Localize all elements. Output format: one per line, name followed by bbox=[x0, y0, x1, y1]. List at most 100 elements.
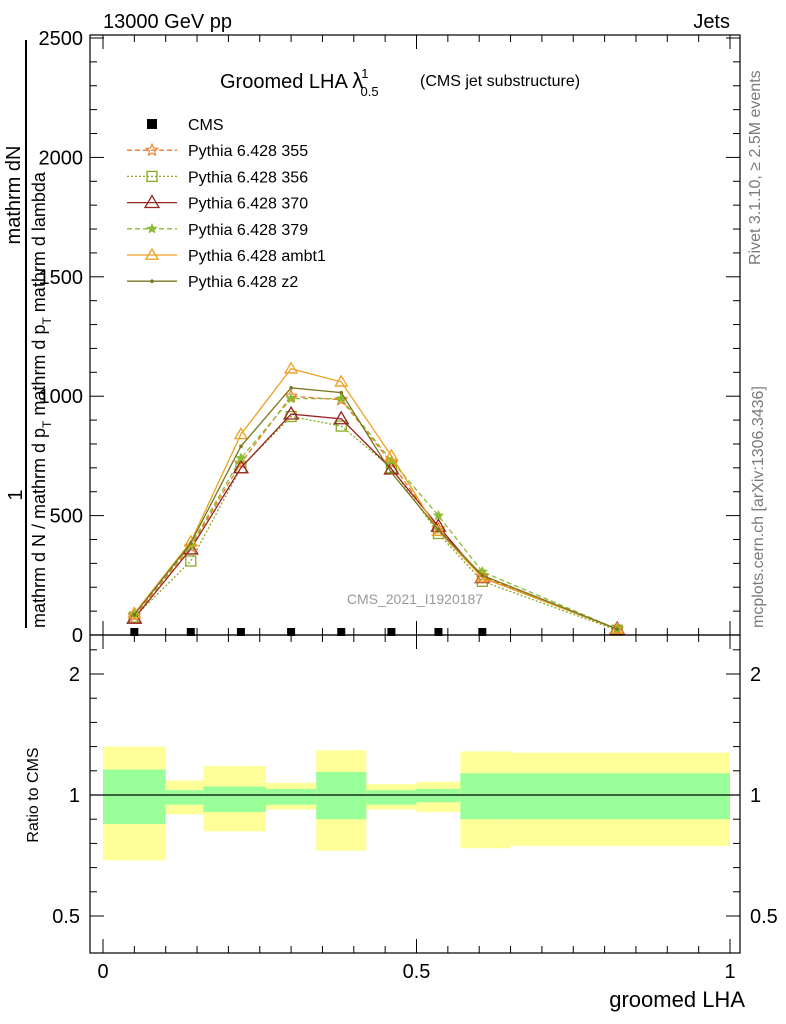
dot-marker bbox=[389, 470, 394, 475]
data-point-z2 bbox=[339, 390, 344, 395]
plot-title: Groomed LHA λ1 0.5 bbox=[220, 66, 379, 99]
data-point-z2 bbox=[389, 470, 394, 475]
dot-marker bbox=[188, 541, 193, 545]
header-jets-label: Jets bbox=[693, 11, 730, 33]
ratio-inner-band bbox=[460, 773, 511, 820]
data-point-ambt1 bbox=[283, 361, 299, 374]
legend-label: Pythia 6.428 355 bbox=[188, 143, 308, 160]
main-ytick-label: 0 bbox=[72, 625, 83, 647]
data-point-data bbox=[337, 628, 346, 636]
star-marker bbox=[235, 452, 247, 464]
legend-item-data: CMS bbox=[147, 117, 224, 134]
legend-item-p355: Pythia 6.428 355 bbox=[127, 142, 308, 160]
series-line-ambt1 bbox=[133, 367, 618, 630]
ratio-ytick-label-right: 1 bbox=[750, 785, 761, 807]
main-ytick-label: 1500 bbox=[39, 267, 84, 289]
dot-marker bbox=[150, 279, 154, 284]
ratio-inner-band bbox=[203, 786, 267, 812]
cms-marker bbox=[236, 628, 245, 636]
main-ytick-label: 2500 bbox=[39, 28, 84, 50]
triangle-marker bbox=[334, 374, 349, 387]
ylabel-denominator: mathrm d N / mathrm d pT mathrm d pT mat… bbox=[29, 171, 54, 628]
legend-label: CMS bbox=[188, 117, 224, 134]
ratio-inner-band bbox=[266, 788, 317, 805]
legend-marker bbox=[146, 222, 158, 234]
watermark: CMS_2021_I1920187 bbox=[347, 591, 483, 607]
ylabel-numerator: mathrm dN bbox=[3, 146, 25, 245]
data-point-z2 bbox=[436, 528, 441, 532]
data-point-p355 bbox=[475, 569, 490, 583]
xtick-label: 0.5 bbox=[403, 961, 431, 983]
square-marker bbox=[335, 420, 347, 432]
legend-marker bbox=[146, 170, 158, 183]
series-data bbox=[130, 628, 487, 636]
legend-label: Pythia 6.428 z2 bbox=[188, 274, 298, 291]
legend-marker bbox=[150, 279, 154, 284]
legend-label: Pythia 6.428 356 bbox=[188, 169, 308, 186]
star-marker bbox=[144, 142, 160, 157]
triangle-marker bbox=[282, 405, 300, 420]
legend-item-z2: Pythia 6.428 z2 bbox=[127, 274, 298, 291]
data-point-p379 bbox=[432, 509, 445, 521]
cms-marker bbox=[186, 628, 195, 636]
plot-title-sup: 1 bbox=[361, 66, 368, 81]
mcplots-label: mcplots.cern.ch [arXiv:1306.3436] bbox=[750, 386, 767, 628]
triangle-marker bbox=[233, 427, 249, 440]
ratio-ytick-label-right: 2 bbox=[750, 664, 761, 686]
star-marker bbox=[475, 569, 490, 583]
star-marker bbox=[185, 539, 197, 551]
legend-marker bbox=[143, 194, 161, 209]
plot-title-note: (CMS jet substructure) bbox=[420, 73, 580, 90]
ratio-ticks bbox=[90, 635, 740, 953]
dot-marker bbox=[289, 386, 293, 390]
series-line-p379 bbox=[133, 397, 618, 630]
main-series bbox=[126, 361, 626, 636]
series-z2 bbox=[132, 386, 619, 631]
data-point-data bbox=[287, 628, 296, 636]
data-point-data bbox=[387, 628, 396, 636]
ylabel-numerator-one: 1 bbox=[5, 489, 27, 500]
legend-marker bbox=[147, 119, 157, 129]
main-ylabel: 1 mathrm dN mathrm d N / mathrm d pT mat… bbox=[3, 40, 54, 628]
data-point-ambt1 bbox=[127, 606, 142, 619]
series-ambt1 bbox=[127, 361, 625, 634]
legend-marker bbox=[144, 142, 160, 157]
series-line-p356 bbox=[133, 415, 618, 631]
dot-marker bbox=[480, 573, 485, 578]
main-ytick-label: 1000 bbox=[39, 386, 84, 408]
legend-item-p379: Pythia 6.428 379 bbox=[127, 222, 308, 239]
cms-marker bbox=[434, 628, 443, 636]
triangle-marker bbox=[143, 194, 161, 209]
legend-item-p370: Pythia 6.428 370 bbox=[127, 194, 308, 213]
star-marker bbox=[432, 509, 445, 521]
legend: CMS Pythia 6.428 355 Pythia 6.428 356 Pythi… bbox=[127, 117, 326, 291]
cms-marker bbox=[130, 628, 139, 636]
ratio-ytick-label: 1 bbox=[69, 785, 80, 807]
xtick-labels: 0 0.5 1 bbox=[97, 961, 735, 983]
ratio-inner-band bbox=[366, 790, 417, 805]
ratio-inner-band bbox=[316, 772, 367, 820]
triangle-marker bbox=[183, 534, 198, 547]
header-energy-label: 13000 GeV pp bbox=[103, 11, 232, 33]
triangle-marker bbox=[144, 247, 160, 260]
data-point-ambt1 bbox=[334, 374, 349, 387]
xtick-label: 0 bbox=[97, 961, 108, 983]
main-ytick-label: 2000 bbox=[39, 147, 84, 169]
cms-marker bbox=[387, 628, 396, 636]
data-point-p370 bbox=[232, 459, 250, 474]
ratio-ytick-labels: 0.5 0.5 1 1 2 2 bbox=[52, 664, 778, 928]
data-point-p370 bbox=[282, 405, 300, 420]
plot-title-lambda: λ bbox=[352, 68, 363, 93]
data-point-z2 bbox=[615, 627, 619, 631]
ratio-ytick-label-right: 0.5 bbox=[750, 906, 778, 928]
rivet-version-label: Rivet 3.1.10, ≥ 2.5M events bbox=[747, 70, 764, 265]
cms-marker bbox=[337, 628, 346, 636]
triangle-marker bbox=[333, 410, 350, 425]
ratio-plot-frame bbox=[89, 634, 741, 954]
ratio-bands bbox=[103, 746, 730, 861]
data-point-p379 bbox=[235, 452, 247, 464]
triangle-marker bbox=[232, 459, 250, 474]
data-point-z2 bbox=[239, 444, 243, 449]
triangle-marker bbox=[384, 448, 399, 461]
